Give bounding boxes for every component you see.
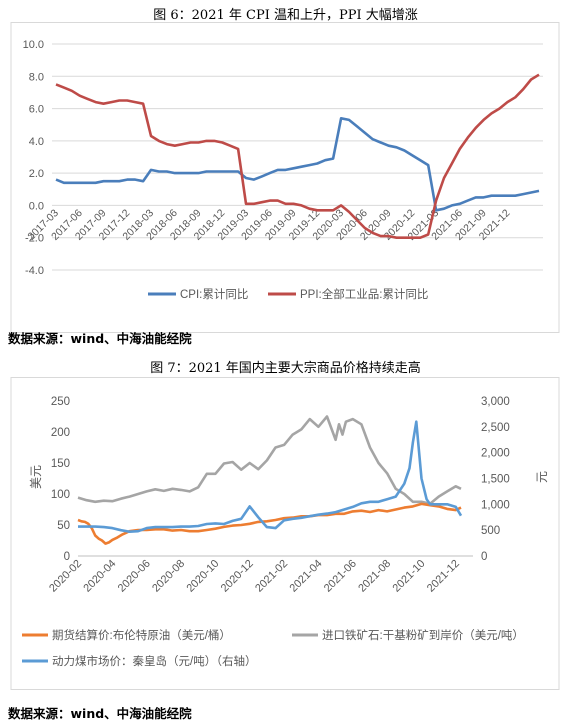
figure7-source: 数据来源：wind、中海油能经院 [8, 706, 192, 721]
iron-ore-series-line [77, 415, 462, 506]
chart1-y-tick-label: 0.0 [29, 200, 44, 212]
iron-ore-legend-label: 进口铁矿石:干基粉矿到岸价（美元/吨） [322, 628, 524, 642]
figure6-title: 图 6：2021 年 CPI 温和上升，PPI 大幅增涨 [153, 8, 418, 23]
chart1-frame [10, 22, 560, 333]
chart2-right-tick-label: 0 [481, 551, 487, 563]
chart1-y-tick-label: 6.0 [29, 104, 44, 116]
chart1-y-tick-label: -2.0 [25, 233, 44, 245]
chart2-left-tick-label: 100 [51, 489, 70, 501]
chart2-left-tick-label: 200 [51, 427, 70, 439]
commodity-price-line-chart: 0 50 100 150 200 250 0 500 1,000 1,500 2,000 2,500 3… [10, 377, 560, 690]
chart2-left-tick-label: 150 [51, 458, 70, 470]
chart2-right-tick-label: 3,000 [481, 396, 510, 408]
chart1-y-tick-label: 8.0 [29, 71, 44, 83]
chart2-left-tick-label: 0 [64, 551, 70, 563]
brent-oil-legend-label: 期货结算价:布伦特原油（美元/桶） [52, 628, 231, 642]
chart1-y-tick-label: 2.0 [29, 168, 44, 180]
chart1-y-tick-label: 10.0 [23, 39, 44, 51]
cpi-legend-label: CPI:累计同比 [180, 288, 248, 301]
chart2-right-tick-label: 1,500 [481, 474, 510, 486]
cpi-series-line [55, 117, 540, 212]
thermal-coal-series-line [78, 420, 463, 533]
chart2-frame [10, 377, 560, 690]
chart2-left-tick-label: 250 [51, 396, 70, 408]
thermal-coal-legend-label: 动力煤市场价：秦皇岛（元/吨）（右轴） [52, 654, 256, 668]
chart2-right-tick-label: 2,500 [481, 422, 510, 434]
chart2-left-tick-label: 50 [57, 520, 70, 532]
chart2-right-axis-title: 元 [535, 471, 549, 483]
ppi-series-line [55, 73, 540, 239]
figure7-title: 图 7：2021 年国内主要大宗商品价格持续走高 [150, 361, 421, 376]
chart2-right-tick-label: 2,000 [481, 448, 510, 460]
chart2-left-axis-title: 美元 [29, 465, 43, 489]
chart1-y-tick-label: -4.0 [25, 265, 44, 277]
chart1-y-tick-label: 4.0 [29, 136, 44, 148]
chart2-right-tick-label: 1,000 [481, 499, 510, 511]
brent-oil-series-line [77, 502, 462, 545]
chart2-right-tick-label: 500 [481, 525, 500, 537]
figure6-source: 数据来源：wind、中海油能经院 [8, 331, 192, 346]
cpi-ppi-line-chart: 10.08.06.04.02.00.0-2.0-4.02017-032017-0… [10, 22, 560, 333]
ppi-legend-label: PPI:全部工业品:累计同比 [300, 287, 428, 301]
